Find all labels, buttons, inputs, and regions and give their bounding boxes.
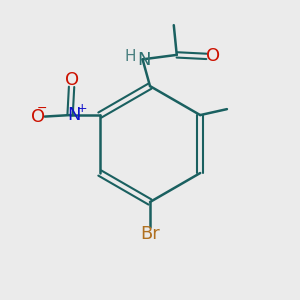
Text: N: N: [67, 106, 80, 124]
Text: N: N: [137, 51, 151, 69]
Text: +: +: [77, 102, 87, 115]
Text: O: O: [206, 47, 220, 65]
Text: −: −: [37, 102, 48, 115]
Text: O: O: [64, 71, 79, 89]
Text: O: O: [31, 108, 45, 126]
Text: Br: Br: [140, 225, 160, 243]
Text: H: H: [125, 50, 136, 64]
